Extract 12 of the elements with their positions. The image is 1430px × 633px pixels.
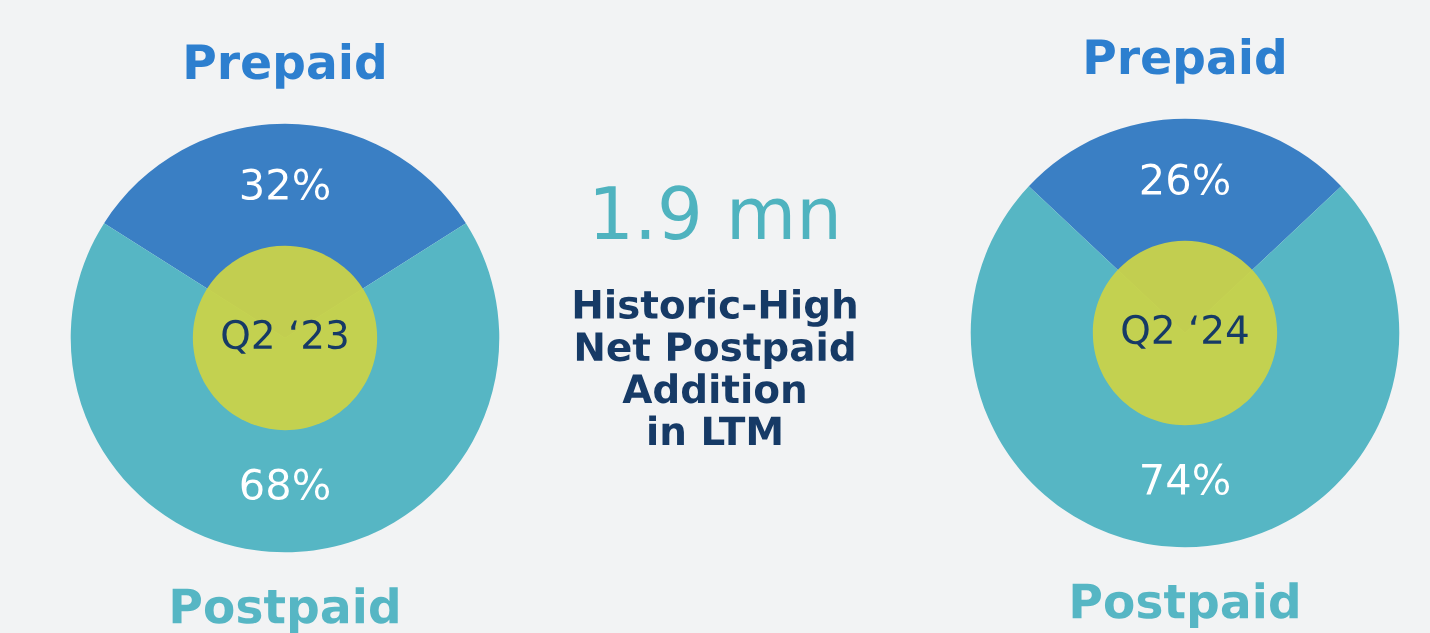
data-label: 26% [1141, 163, 1230, 196]
text: Historic-High Net Postpaid Addition in LTM [574, 288, 856, 445]
data-label: 74% [1142, 463, 1230, 496]
text: Q2 ‘23 [222, 319, 347, 354]
slice-label: Prepaid [186, 43, 384, 89]
data-label: 32% [241, 168, 330, 201]
text: Q2 ‘24 [1122, 314, 1248, 349]
slice-label: Postpaid [1072, 582, 1298, 628]
slice-label: Postpaid [172, 587, 398, 633]
text: 1.9 mn [595, 185, 836, 240]
slice-label: Prepaid [1086, 38, 1284, 84]
data-label: 68% [241, 468, 330, 501]
